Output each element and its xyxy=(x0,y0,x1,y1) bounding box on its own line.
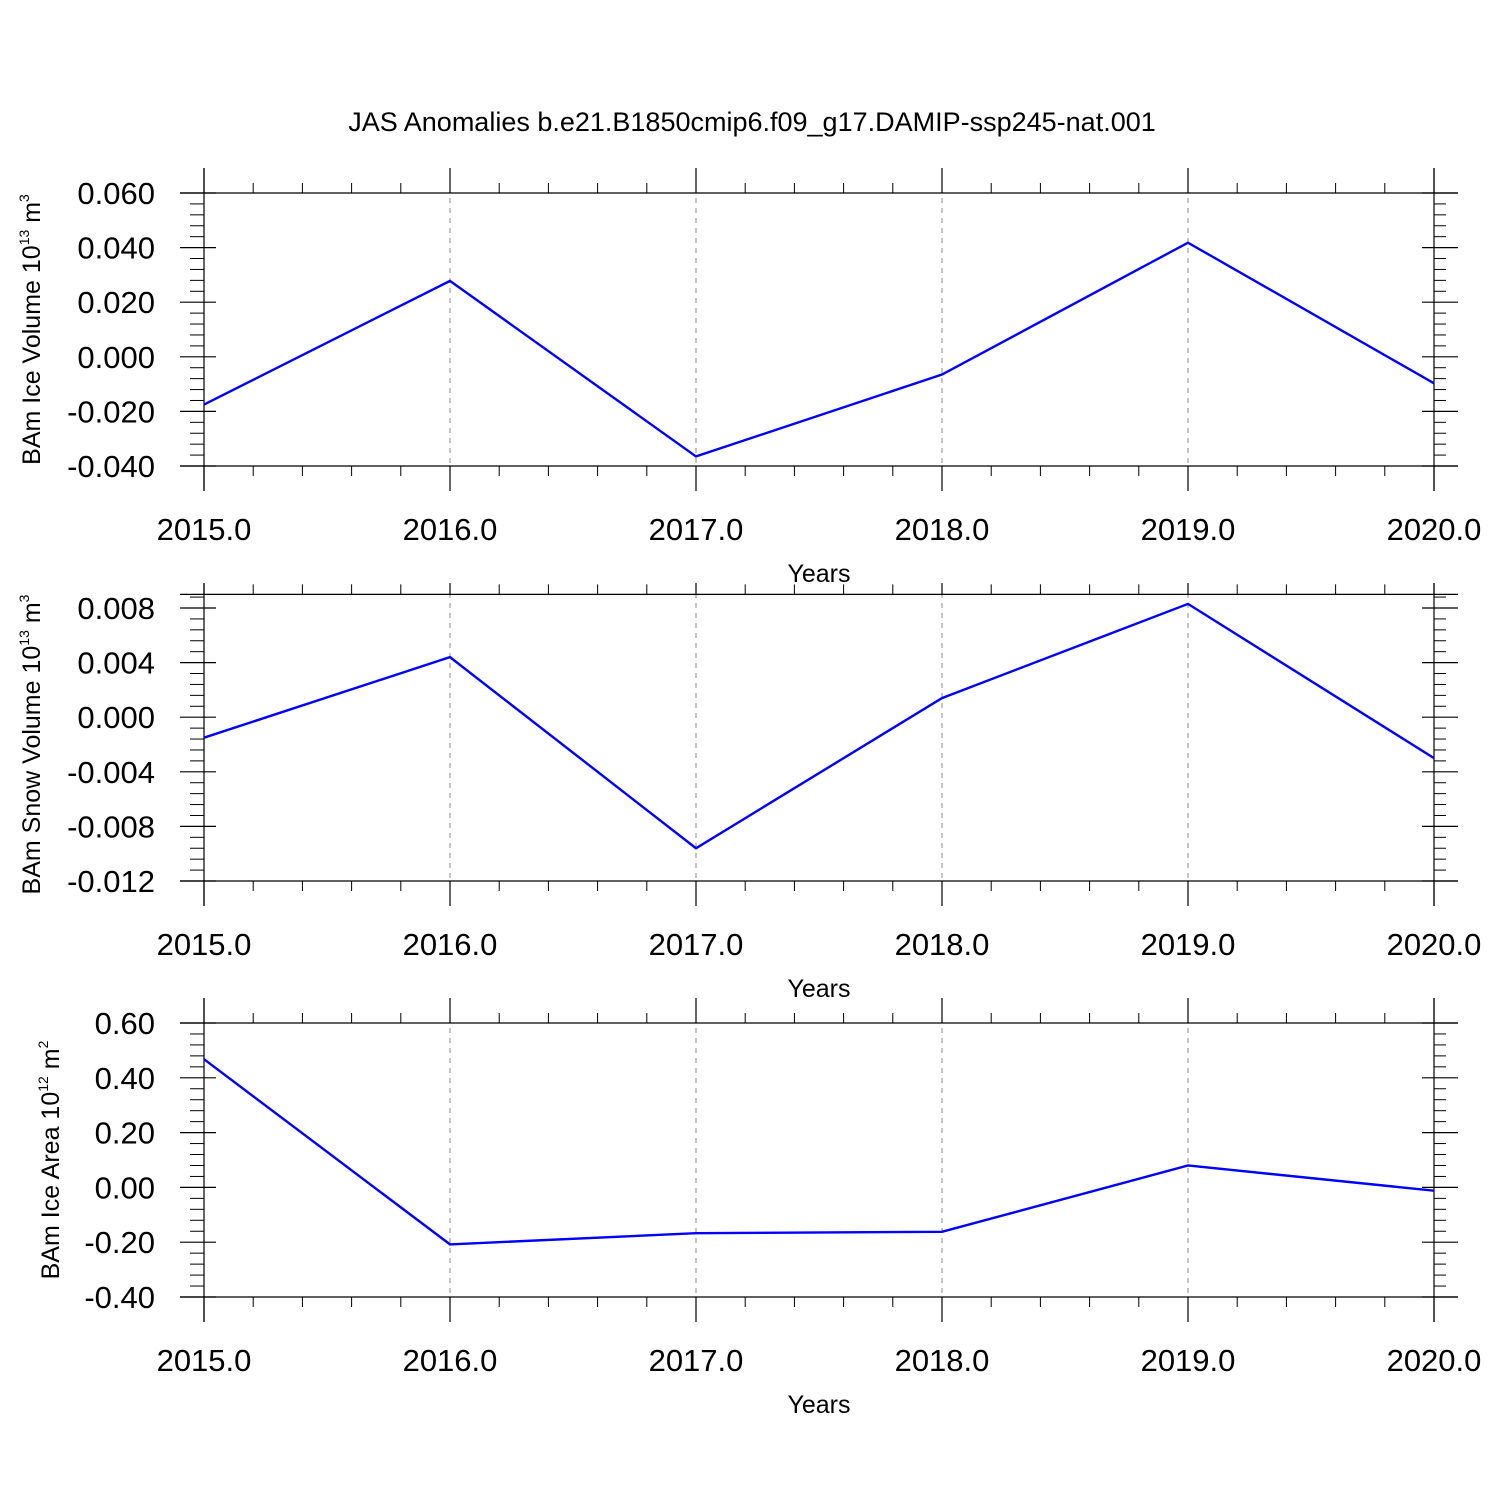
y-axis-label-text: BAm Ice Volume 10 xyxy=(18,245,46,465)
y-axis-label-superscript: 2 xyxy=(35,1040,51,1048)
y-tick-label: 0.000 xyxy=(77,340,155,375)
x-axis-label: Years xyxy=(787,1391,850,1419)
y-tick-label: 0.00 xyxy=(95,1170,155,1205)
y-tick-label: -0.008 xyxy=(67,809,155,844)
y-tick-label: -0.020 xyxy=(67,394,155,429)
x-tick-label: 2016.0 xyxy=(403,1343,498,1378)
chart-panel-1: -0.040 -0.020 0.000 0.020 0.040 0.060 2015.0 20… xyxy=(16,168,1481,588)
y-axis-label-superscript: 12 xyxy=(35,1076,51,1092)
y-tick-label: 0.020 xyxy=(77,285,155,320)
y-axis-label: BAm Snow Volume 1013 m3 xyxy=(16,594,46,894)
y-axis-label-superscript: 3 xyxy=(16,594,32,602)
series-line xyxy=(203,241,1435,458)
x-tick-label: 2016.0 xyxy=(403,927,498,962)
y-axis-label-text: m xyxy=(37,1048,65,1076)
y-axis-label-superscript: 3 xyxy=(16,194,32,202)
y-tick-label: 0.60 xyxy=(95,1006,155,1041)
y-axis-label: BAm Ice Volume 1013 m3 xyxy=(16,194,46,465)
x-tick-label: 2018.0 xyxy=(895,927,990,962)
x-axis-label: Years xyxy=(787,975,850,1003)
y-tick-label: 0.000 xyxy=(77,700,155,735)
x-tick-label: 2019.0 xyxy=(1141,927,1236,962)
y-axis-label-superscript: 13 xyxy=(16,630,32,646)
x-tick-label: 2015.0 xyxy=(157,512,252,547)
figure-title: JAS Anomalies b.e21.B1850cmip6.f09_g17.D… xyxy=(348,107,1156,137)
x-tick-label: 2018.0 xyxy=(895,512,990,547)
x-tick-label: 2020.0 xyxy=(1387,512,1482,547)
y-tick-label: 0.060 xyxy=(77,176,155,211)
y-tick-label: -0.012 xyxy=(67,864,155,899)
y-axis-label-text: BAm Snow Volume 10 xyxy=(18,646,46,895)
y-axis-label-text: m xyxy=(18,202,46,230)
x-tick-label: 2019.0 xyxy=(1141,1343,1236,1378)
y-tick-label: -0.040 xyxy=(67,449,155,484)
y-tick-label: 0.004 xyxy=(77,646,155,681)
x-tick-label: 2017.0 xyxy=(649,927,744,962)
y-tick-label: 0.040 xyxy=(77,231,155,266)
y-tick-label: -0.004 xyxy=(67,755,155,790)
chart-panel-3: -0.40 -0.20 0.00 0.20 0.40 0.60 2015.0 2016.0 20… xyxy=(35,998,1481,1419)
series-line xyxy=(203,1058,1435,1246)
x-tick-label: 2017.0 xyxy=(649,1343,744,1378)
y-axis-label: BAm Ice Area 1012 m2 xyxy=(35,1040,65,1279)
y-tick-label: -0.40 xyxy=(84,1280,155,1315)
x-axis-label: Years xyxy=(787,560,850,588)
x-tick-label: 2020.0 xyxy=(1387,1343,1482,1378)
x-tick-label: 2019.0 xyxy=(1141,512,1236,547)
x-tick-label: 2017.0 xyxy=(649,512,744,547)
series-line xyxy=(203,602,1435,850)
x-tick-label: 2015.0 xyxy=(157,1343,252,1378)
y-axis-label-superscript: 13 xyxy=(16,230,32,246)
y-axis-label-text: BAm Ice Area 10 xyxy=(37,1092,65,1280)
y-tick-label: 0.008 xyxy=(77,591,155,626)
x-tick-label: 2018.0 xyxy=(895,1343,990,1378)
y-tick-label: 0.20 xyxy=(95,1116,155,1151)
x-tick-label: 2020.0 xyxy=(1387,927,1482,962)
x-tick-label: 2015.0 xyxy=(157,927,252,962)
y-axis-label-text: m xyxy=(18,602,46,630)
y-tick-label: -0.20 xyxy=(84,1225,155,1260)
y-tick-label: 0.40 xyxy=(95,1061,155,1096)
chart-panel-2: -0.012 -0.008 -0.004 0.000 0.004 0.008 2015.0 2… xyxy=(16,583,1481,1003)
x-tick-label: 2016.0 xyxy=(403,512,498,547)
